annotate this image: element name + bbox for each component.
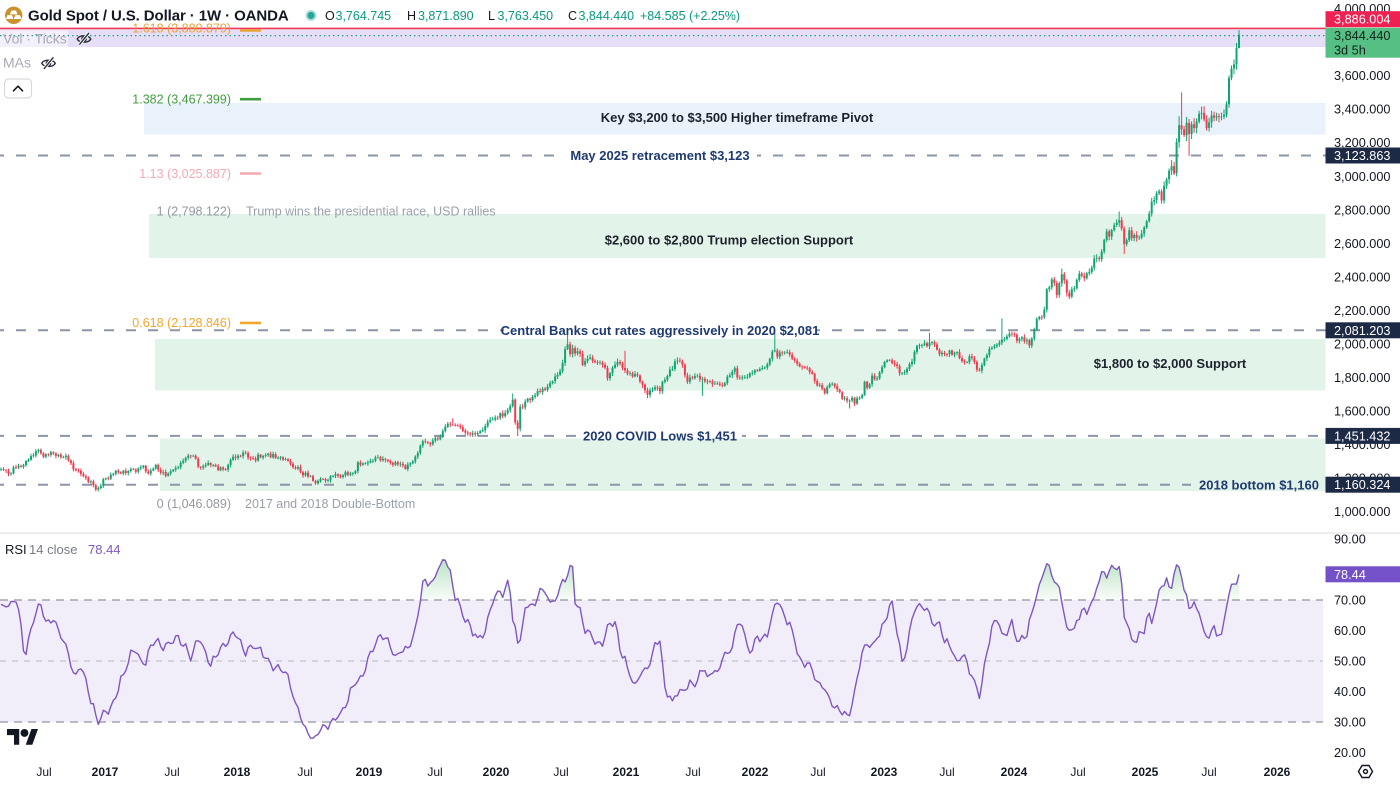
svg-text:3,871.890: 3,871.890 [418, 9, 474, 23]
svg-text:3,400.000: 3,400.000 [1334, 103, 1390, 117]
svg-text:2026: 2026 [1264, 765, 1291, 779]
svg-text:1.382 (3,467.399): 1.382 (3,467.399) [132, 92, 231, 106]
svg-text:2020: 2020 [483, 765, 510, 779]
svg-text:2018: 2018 [224, 765, 251, 779]
svg-text:2022: 2022 [742, 765, 769, 779]
svg-text:30.00: 30.00 [1334, 716, 1366, 730]
svg-text:2025: 2025 [1132, 765, 1159, 779]
svg-text:3,844.440: 3,844.440 [579, 9, 635, 23]
svg-text:0 (1,046.089): 0 (1,046.089) [157, 497, 231, 511]
svg-text:2,000.000: 2,000.000 [1334, 337, 1390, 351]
svg-text:1,800.000: 1,800.000 [1334, 371, 1390, 385]
svg-text:Vol · Ticks: Vol · Ticks [3, 31, 67, 47]
svg-text:2017: 2017 [92, 765, 119, 779]
svg-text:+84.585 (+2.25%): +84.585 (+2.25%) [640, 9, 740, 23]
svg-text:90.00: 90.00 [1334, 533, 1366, 547]
svg-text:20.00: 20.00 [1334, 746, 1366, 760]
svg-text:MAs: MAs [3, 55, 31, 71]
svg-text:$2,600 to $2,800 Trump electio: $2,600 to $2,800 Trump election Support [605, 233, 854, 248]
svg-text:May 2025 retracement $3,123: May 2025 retracement $3,123 [570, 148, 749, 163]
svg-text:1,451.432: 1,451.432 [1334, 429, 1390, 443]
svg-text:2,200.000: 2,200.000 [1334, 304, 1390, 318]
svg-text:1,600.000: 1,600.000 [1334, 405, 1390, 419]
svg-text:2017 and 2018 Double-Bottom: 2017 and 2018 Double-Bottom [245, 497, 415, 511]
svg-text:Central Banks cut rates aggres: Central Banks cut rates aggressively in … [501, 323, 820, 338]
svg-text:Jul: Jul [1201, 765, 1216, 779]
svg-text:2,081.203: 2,081.203 [1334, 324, 1390, 338]
svg-text:40.00: 40.00 [1334, 685, 1366, 699]
svg-text:3d 5h: 3d 5h [1334, 44, 1366, 58]
svg-text:60.00: 60.00 [1334, 624, 1366, 638]
svg-text:Jul: Jul [939, 765, 954, 779]
svg-text:3,886.004: 3,886.004 [1334, 13, 1390, 27]
svg-text:Jul: Jul [810, 765, 825, 779]
svg-text:1.13 (3,025.887): 1.13 (3,025.887) [139, 167, 231, 181]
svg-text:2,600.000: 2,600.000 [1334, 237, 1390, 251]
svg-text:3,600.000: 3,600.000 [1334, 69, 1390, 83]
svg-text:Jul: Jul [427, 765, 442, 779]
svg-text:Trump wins the presidential ra: Trump wins the presidential race, USD ra… [246, 204, 496, 218]
svg-text:2023: 2023 [871, 765, 898, 779]
svg-text:2018 bottom $1,160: 2018 bottom $1,160 [1199, 477, 1319, 492]
svg-text:1,000.000: 1,000.000 [1334, 505, 1390, 519]
svg-text:Key $3,200 to $3,500 Higher ti: Key $3,200 to $3,500 Higher timeframe Pi… [601, 110, 874, 125]
svg-text:2021: 2021 [613, 765, 640, 779]
svg-text:1,160.324: 1,160.324 [1334, 478, 1390, 492]
svg-text:2,800.000: 2,800.000 [1334, 203, 1390, 217]
svg-text:Jul: Jul [553, 765, 568, 779]
svg-text:RSI: RSI [5, 542, 27, 557]
svg-text:Gold Spot / U.S. Dollar · 1W ·: Gold Spot / U.S. Dollar · 1W · OANDA [28, 8, 289, 25]
svg-text:70.00: 70.00 [1334, 594, 1366, 608]
svg-text:Jul: Jul [297, 765, 312, 779]
svg-text:Jul: Jul [164, 765, 179, 779]
svg-text:O: O [325, 9, 335, 23]
svg-text:Jul: Jul [36, 765, 51, 779]
svg-text:50.00: 50.00 [1334, 655, 1366, 669]
svg-text:1 (2,798.122): 1 (2,798.122) [157, 204, 231, 218]
svg-text:2,400.000: 2,400.000 [1334, 270, 1390, 284]
svg-text:3,764.745: 3,764.745 [336, 9, 392, 23]
svg-text:L: L [488, 9, 495, 23]
svg-text:H: H [407, 9, 416, 23]
svg-text:$1,800 to $2,000 Support: $1,800 to $2,000 Support [1094, 356, 1247, 371]
svg-text:78.44: 78.44 [88, 542, 121, 557]
svg-text:2024: 2024 [1001, 765, 1028, 779]
svg-text:Jul: Jul [685, 765, 700, 779]
svg-text:0.618 (2,128.846): 0.618 (2,128.846) [132, 316, 231, 330]
svg-text:C: C [568, 9, 577, 23]
svg-text:2020 COVID Lows $1,451: 2020 COVID Lows $1,451 [583, 429, 737, 444]
svg-text:78.44: 78.44 [1334, 568, 1366, 582]
svg-text:14 close: 14 close [29, 542, 77, 557]
svg-text:2019: 2019 [356, 765, 383, 779]
svg-text:3,000.000: 3,000.000 [1334, 170, 1390, 184]
svg-text:3,123.863: 3,123.863 [1334, 149, 1390, 163]
svg-text:3,844.440: 3,844.440 [1334, 29, 1390, 43]
svg-text:Jul: Jul [1070, 765, 1085, 779]
svg-text:3,763.450: 3,763.450 [498, 9, 554, 23]
